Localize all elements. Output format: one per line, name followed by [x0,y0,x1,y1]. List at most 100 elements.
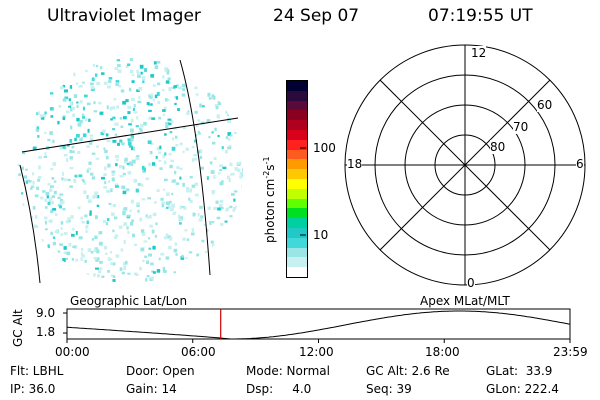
emission-pixel [52,139,55,144]
emission-pixel [82,133,87,138]
emission-pixel [178,214,181,218]
emission-pixel [93,256,98,260]
emission-pixel [148,247,151,250]
emission-pixel [142,259,145,262]
emission-pixel [237,168,241,172]
emission-pixel [99,260,103,264]
emission-pixel [68,242,72,247]
emission-pixel [104,166,107,171]
emission-pixel [37,176,42,179]
emission-pixel [127,230,130,234]
emission-pixel [149,151,153,154]
emission-pixel [91,77,95,81]
emission-pixel [119,267,123,271]
emission-pixel [50,115,54,118]
emission-pixel [195,93,199,96]
emission-pixel [145,278,148,282]
emission-pixel [191,228,194,232]
emission-pixel [64,96,69,100]
emission-pixel [36,126,39,130]
emission-pixel [159,145,162,150]
emission-pixel [207,92,211,97]
emission-pixel [213,157,217,160]
emission-pixel [167,77,171,81]
emission-pixel [140,123,144,128]
emission-pixel [199,103,202,108]
emission-pixel [179,167,183,171]
emission-pixel [191,158,194,162]
emission-pixel [62,171,64,176]
emission-pixel [82,106,85,111]
emission-pixel [69,167,74,170]
status-ip: IP: 36.0 [10,382,56,396]
emission-pixel [123,159,128,164]
emission-pixel [148,237,150,240]
timeline-y-top: 9.0 [36,306,56,320]
emission-pixel [213,174,216,179]
polar-ring-70: 70 [513,120,529,134]
colorbar-segment [287,81,307,91]
emission-pixel [49,197,53,201]
emission-pixel [37,135,40,138]
emission-pixel [194,134,198,137]
emission-pixel [57,204,61,207]
emission-pixel [176,86,180,89]
emission-pixel [225,208,229,212]
emission-pixel [228,178,231,182]
emission-pixel [82,113,85,117]
emission-pixel [164,178,168,182]
emission-pixel [104,149,108,154]
emission-pixel [56,229,59,234]
emission-pixel [106,218,110,222]
emission-pixel [72,150,75,154]
colorbar-segment [287,159,307,170]
emission-pixel [130,69,134,74]
emission-pixel [126,215,131,219]
emission-pixel [182,237,186,241]
emission-pixel [47,201,51,206]
emission-pixel [200,166,204,170]
emission-pixel [208,97,212,100]
emission-pixel [96,145,99,148]
emission-pixel [122,165,125,170]
emission-pixel [168,81,171,84]
emission-pixel [150,103,153,106]
emission-pixel [81,247,84,252]
emission-pixel [86,145,90,148]
emission-pixel [114,236,118,239]
emission-pixel [69,156,73,161]
emission-pixel [86,102,91,106]
emission-pixel [91,176,95,180]
emission-pixel [62,258,66,262]
emission-pixel [82,116,85,119]
emission-pixel [210,240,214,244]
emission-pixel [125,188,130,192]
emission-pixel [90,82,94,86]
emission-pixel [146,275,150,278]
emission-pixel [234,167,238,171]
emission-pixel [22,203,25,206]
emission-pixel [220,207,224,210]
emission-pixel [115,234,119,238]
emission-pixel [227,118,231,122]
emission-pixel [115,163,118,167]
time-label: 07:19:55 UT [428,6,533,26]
emission-pixel [25,168,28,171]
emission-pixel [87,167,92,170]
emission-pixel [198,132,201,135]
emission-pixel [87,248,92,252]
emission-pixel [171,137,174,141]
emission-pixel [213,157,217,161]
emission-pixel [42,114,47,117]
emission-pixel [199,155,203,159]
emission-pixel [141,183,144,187]
emission-pixel [52,241,56,246]
emission-pixel [189,188,193,193]
emission-pixel [42,190,46,193]
timeline-tick-0600: 06:00 [181,345,216,359]
emission-pixel [182,150,185,153]
emission-pixel [197,119,201,122]
emission-pixel [100,243,103,247]
emission-pixel [37,179,41,182]
emission-pixel [219,204,223,208]
